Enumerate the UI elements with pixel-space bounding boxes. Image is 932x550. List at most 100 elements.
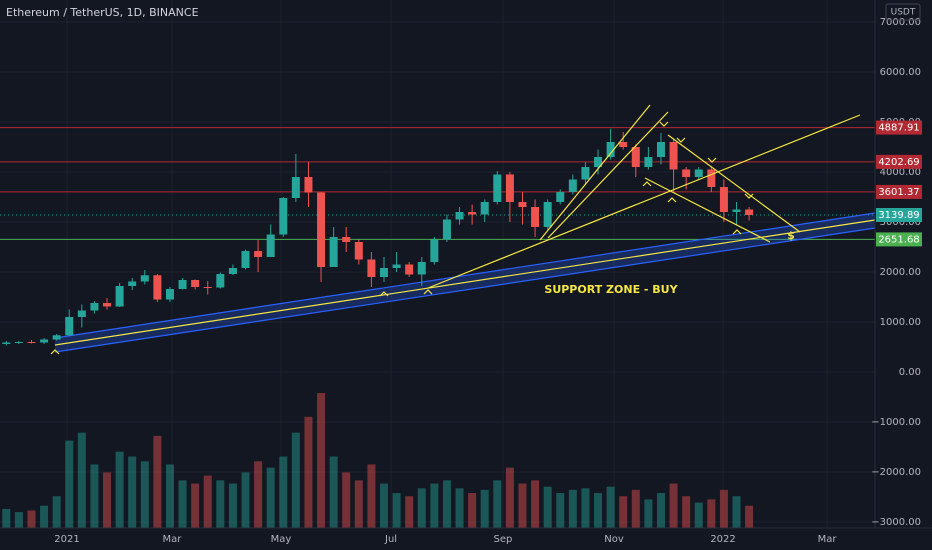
y-tick-label: 3000.00 (880, 217, 921, 228)
grid (0, 0, 875, 528)
y-tick-label: −2000.00 (871, 467, 921, 478)
x-tick-label: May (271, 534, 292, 545)
candle-body (52, 335, 61, 340)
candle-body (568, 179, 577, 192)
volume-bar (656, 493, 665, 528)
volume-bar (304, 416, 313, 528)
volume-bar (367, 464, 376, 528)
volume-bar (455, 488, 464, 528)
candle-body (128, 281, 137, 286)
y-tick-label: 4000.00 (880, 167, 921, 178)
candle-body (417, 262, 426, 275)
last-price-tag (876, 208, 922, 223)
volume-bar (342, 472, 351, 528)
volume-bar (266, 467, 275, 528)
candle-body (707, 169, 716, 187)
volume-bar (392, 493, 401, 528)
candle-body (216, 274, 225, 288)
candle-body (531, 207, 540, 227)
volume-bar (531, 480, 540, 528)
x-tick-label: Jul (384, 534, 397, 545)
channel-upper (54, 212, 876, 339)
volume-bar (644, 499, 653, 528)
candle-body (631, 147, 640, 167)
candle-body (682, 169, 691, 177)
volume-bar (52, 496, 61, 528)
candle-body (480, 202, 489, 215)
volume-bar (140, 461, 149, 528)
flag-line (667, 134, 801, 233)
volume-bar (468, 493, 477, 528)
volume-bar (694, 502, 703, 528)
volume-bar (707, 499, 716, 528)
candle-body (455, 212, 464, 220)
candle-body (291, 177, 300, 198)
volume-bar (556, 493, 565, 528)
y-tick-label: 0.00 (899, 367, 921, 378)
y-tick-label: 1000.00 (880, 317, 921, 328)
y-tick-label: −1000.00 (871, 417, 921, 428)
candle-body (619, 142, 628, 147)
volume-bar (719, 489, 728, 528)
volume-bar (165, 464, 174, 528)
y-tick-label: 2000.00 (880, 267, 921, 278)
wedge-line (539, 104, 651, 241)
flag-line (644, 177, 771, 243)
candle-body (543, 202, 552, 227)
candle-body (656, 142, 665, 157)
candle-body (606, 142, 615, 157)
candle-body (329, 237, 338, 267)
price-level-tag (876, 232, 922, 247)
volume-bar (669, 483, 678, 528)
candle-body (581, 167, 590, 180)
volume-bar (40, 505, 49, 528)
x-tick-label: Mar (163, 534, 183, 545)
candle-body (732, 209, 741, 212)
volume-bar (568, 489, 577, 528)
currency: USDT (891, 8, 916, 18)
target-marker: $ (787, 229, 795, 242)
candle-body (317, 192, 326, 267)
candle-body (65, 317, 74, 336)
candle-body (241, 251, 250, 268)
candle-body (77, 310, 86, 317)
volume-bar (191, 483, 200, 528)
x-tick-label: 2021 (54, 534, 79, 545)
price-level-label: 4202.69 (878, 157, 919, 168)
candle-body (191, 280, 200, 287)
currency-box (885, 3, 921, 21)
candle-body (254, 251, 263, 257)
candle-body (266, 234, 275, 257)
price-levels (0, 127, 875, 240)
price-level-label: 3601.37 (878, 187, 919, 198)
candle-body (518, 202, 527, 207)
volume-bar (241, 472, 250, 528)
volume-bar (505, 467, 514, 528)
volume-bar (103, 472, 112, 528)
y-axis-labels: 7000.006000.005000.004000.003000.002000.… (871, 17, 922, 528)
x-tick-label: Mar (818, 534, 838, 545)
x-axis-labels: 2021 Mar May Jul Sep Nov 2022 Mar (54, 534, 837, 545)
candle-body (153, 275, 162, 300)
volume-bar (442, 480, 451, 528)
candle-body (644, 157, 653, 167)
volume-bar (543, 486, 552, 528)
volume-bar (619, 496, 628, 528)
volume-bar (379, 483, 388, 528)
volume-bar (405, 496, 414, 528)
candle-body (140, 275, 149, 282)
price-level-tag (876, 154, 922, 169)
candle-body (27, 342, 36, 343)
candle-body (90, 303, 99, 311)
candle-body (392, 264, 401, 268)
candle-body (556, 192, 565, 202)
volume-bar (216, 480, 225, 528)
candle-body (719, 187, 728, 212)
candle-body (203, 287, 212, 288)
candle-body (468, 212, 477, 215)
volume-bar (128, 456, 137, 528)
volume-bar (745, 505, 754, 528)
annotation: SUPPORT ZONE - BUY (544, 283, 678, 296)
candle-body (279, 198, 288, 235)
candle-body (745, 209, 754, 215)
